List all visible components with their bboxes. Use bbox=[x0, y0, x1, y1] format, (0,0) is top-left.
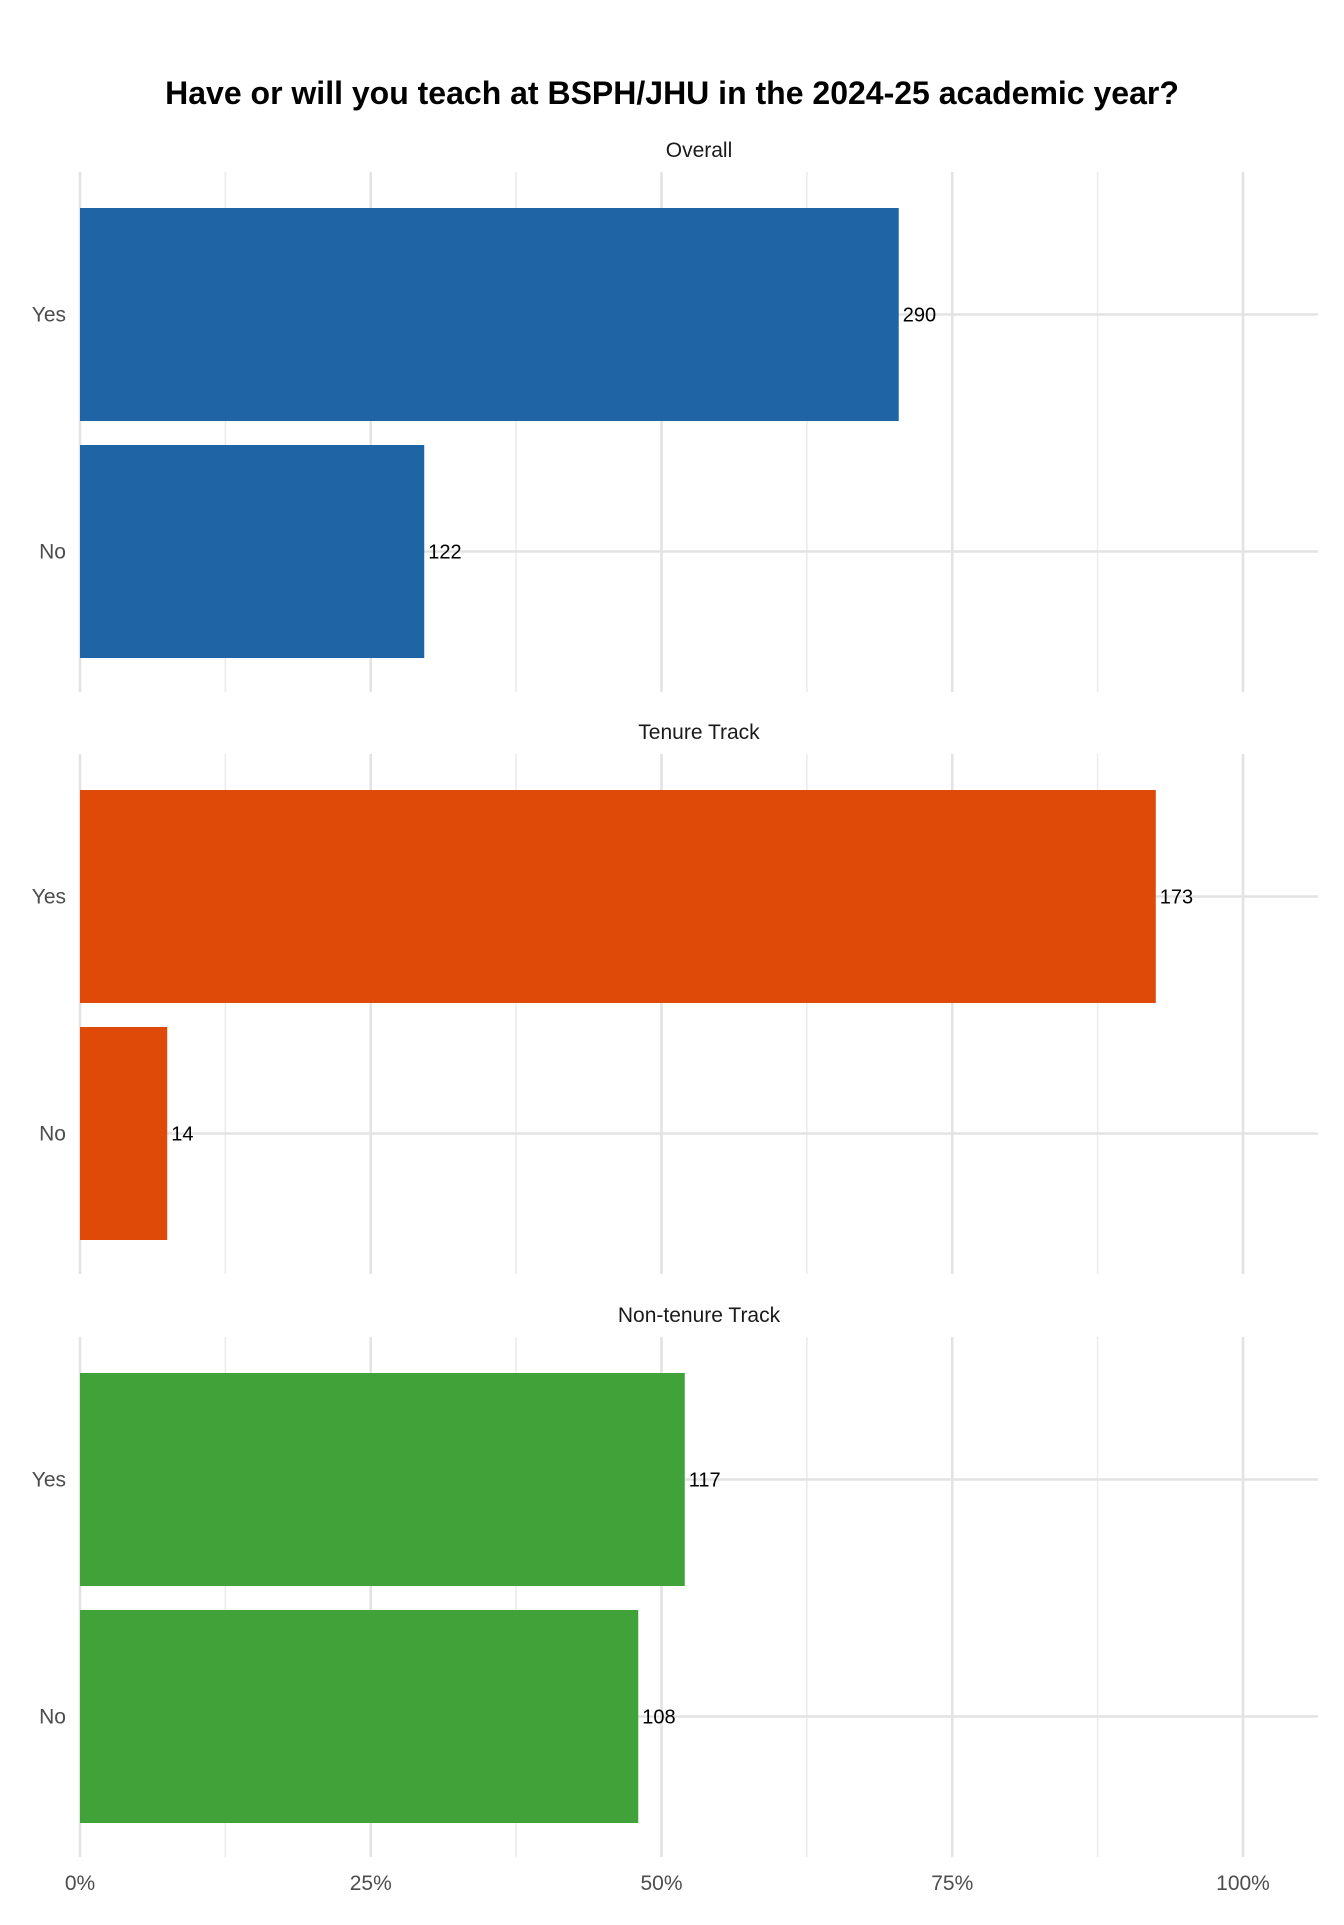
category-label: Yes bbox=[32, 304, 66, 327]
data-label: 122 bbox=[428, 542, 461, 564]
bar-yes bbox=[80, 208, 899, 421]
facet-label: Overall bbox=[666, 139, 733, 162]
data-label: 117 bbox=[689, 1470, 721, 1492]
x-tick-label: 50% bbox=[640, 1872, 682, 1895]
facet-panel-overall: Overall Yes 290 No 122 bbox=[32, 139, 1318, 692]
facet-panel-tenure-track: Tenure Track Yes 173 No 14 bbox=[32, 721, 1318, 1274]
category-label: Yes bbox=[32, 1469, 66, 1492]
x-axis: 0% 25% 50% 75% 100% bbox=[65, 1872, 1270, 1895]
x-tick-label: 100% bbox=[1216, 1872, 1270, 1895]
facet-label: Tenure Track bbox=[638, 721, 760, 744]
bar-yes bbox=[80, 1373, 685, 1586]
x-tick-label: 75% bbox=[931, 1872, 973, 1895]
bar-no bbox=[80, 1027, 168, 1240]
x-tick-label: 0% bbox=[65, 1872, 95, 1895]
x-tick-label: 25% bbox=[350, 1872, 392, 1895]
data-label: 14 bbox=[171, 1124, 193, 1146]
category-label: No bbox=[39, 541, 66, 564]
category-label: No bbox=[39, 1123, 66, 1146]
category-label: No bbox=[39, 1706, 66, 1729]
data-label: 108 bbox=[642, 1707, 675, 1729]
facet-panel-non-tenure-track: Non-tenure Track Yes 117 No 108 bbox=[32, 1304, 1318, 1857]
chart-title: Have or will you teach at BSPH/JHU in th… bbox=[165, 75, 1179, 111]
plot-layer: Overall Yes 290 No 122 Tenure Track Yes 173 No 14… bbox=[32, 139, 1318, 1895]
bar-no bbox=[80, 1610, 639, 1823]
data-label: 173 bbox=[1160, 887, 1193, 909]
bar-no bbox=[80, 445, 425, 658]
bar-yes bbox=[80, 790, 1156, 1003]
facet-label: Non-tenure Track bbox=[618, 1304, 781, 1327]
data-label: 290 bbox=[903, 305, 936, 327]
category-label: Yes bbox=[32, 886, 66, 909]
